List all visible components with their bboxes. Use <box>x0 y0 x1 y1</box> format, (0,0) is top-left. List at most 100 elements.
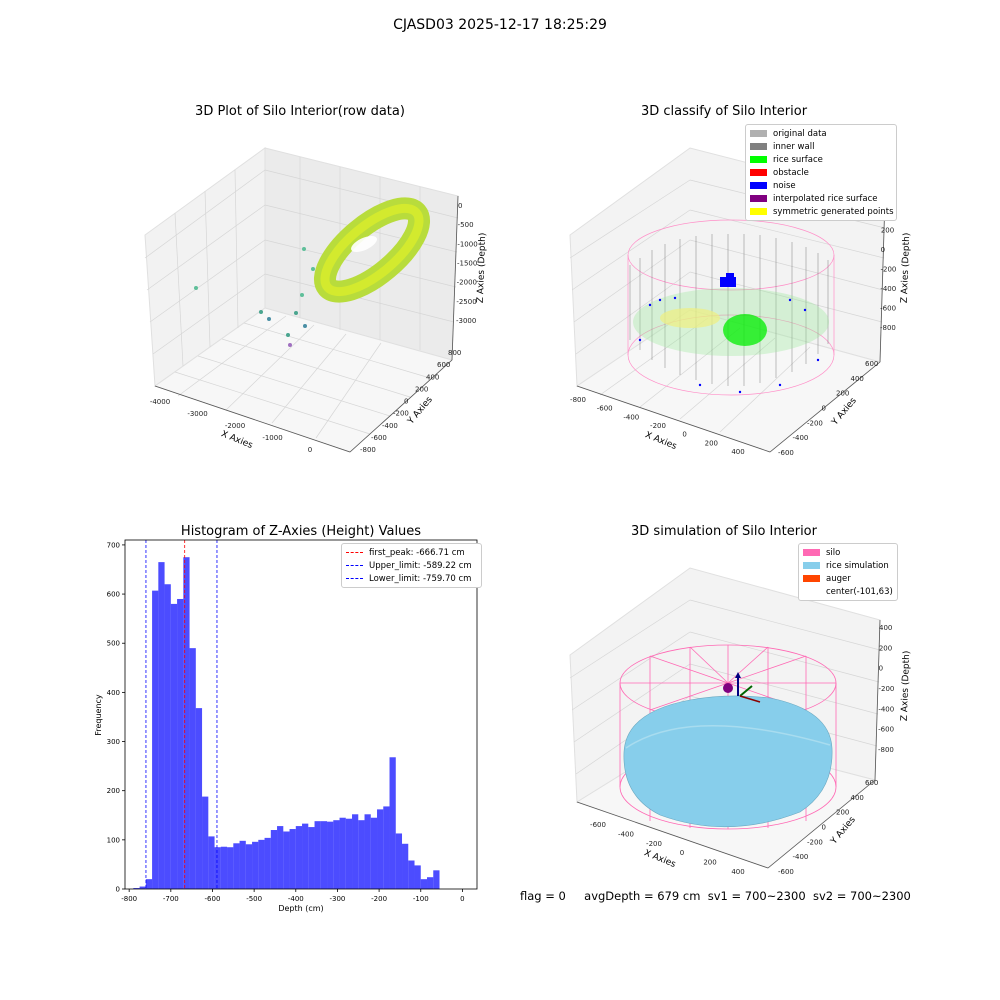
histogram-y-label: Frequency <box>94 694 103 736</box>
x-tick-label: 0 <box>460 895 464 903</box>
panel1-z-ticks: 0 -500 -1000 -1500 -2000 -2500 -3000 <box>456 202 478 325</box>
histogram-bar <box>239 840 246 889</box>
histogram-bar <box>183 557 190 889</box>
panel4-rice-simulation <box>623 695 833 828</box>
z-tick-label: 400 <box>879 624 892 632</box>
histogram-bar <box>295 826 303 889</box>
legend-label: noise <box>773 180 796 191</box>
histogram-bar <box>302 823 309 889</box>
panel1-x-ticks: -4000 -3000 -2000 -1000 0 <box>150 398 312 454</box>
z-tick-label: -200 <box>881 266 897 274</box>
legend-swatch <box>750 195 767 202</box>
z-tick-label: -600 <box>878 726 894 734</box>
histogram-bar <box>177 598 184 889</box>
avg-depth-text: avgDepth = 679 cm <box>584 889 701 903</box>
z-tick-label: -2500 <box>456 298 476 306</box>
legend-swatch <box>803 549 820 556</box>
histogram-bar <box>245 844 253 889</box>
x-tick-label: -800 <box>121 895 137 903</box>
panel4-y-label: Y Axies <box>829 815 858 847</box>
z-tick-label: -400 <box>880 285 896 293</box>
legend-swatch <box>750 208 767 215</box>
histogram-bar <box>158 562 165 889</box>
x-tick-label: -500 <box>246 895 262 903</box>
y-tick-label: -200 <box>393 410 409 418</box>
histogram-bar <box>252 841 259 889</box>
histogram-bar <box>189 648 196 889</box>
y-tick-label: 100 <box>107 836 120 844</box>
panel2-noise-points <box>638 273 820 394</box>
y-tick-label: 400 <box>107 689 120 697</box>
histogram-bar <box>264 837 271 889</box>
histogram-bar <box>139 886 146 889</box>
legend-entry: interpolated rice surface <box>750 192 892 205</box>
x-tick-label: -400 <box>288 895 304 903</box>
x-tick-label: 0 <box>680 849 684 857</box>
histogram-frame <box>124 539 478 890</box>
x-tick-label: -600 <box>597 405 613 413</box>
y-tick-label: -800 <box>360 446 376 454</box>
histogram-bar <box>202 796 209 889</box>
y-tick-label: -400 <box>793 853 809 861</box>
x-tick-label: -200 <box>371 895 387 903</box>
y-tick-label: 600 <box>865 360 878 368</box>
legend-label: Upper_limit: -589.22 cm <box>369 560 472 571</box>
legend-label: obstacle <box>773 167 809 178</box>
histogram-bar <box>352 814 359 889</box>
y-tick-label: -600 <box>778 449 794 457</box>
x-tick-label: -4000 <box>150 398 170 406</box>
figure-title: CJASD03 2025-12-17 18:25:29 <box>393 17 607 33</box>
x-tick-label: -3000 <box>187 410 207 418</box>
panel4-z-ticks: 400 200 0 -200 -400 -600 -800 <box>878 624 894 754</box>
y-tick-label: 600 <box>865 779 878 787</box>
legend-entry: inner wall <box>750 140 892 153</box>
y-tick-label: 0 <box>404 398 408 406</box>
legend-entry: Upper_limit: -589.22 cm <box>346 559 477 572</box>
z-tick-label: -500 <box>458 221 474 229</box>
histogram-bar <box>308 827 315 889</box>
y-tick-label: 400 <box>851 375 864 383</box>
y-tick-label: -400 <box>382 422 398 430</box>
histogram-bar <box>289 829 296 889</box>
histogram-bar <box>427 877 434 889</box>
histogram-bar <box>414 865 421 889</box>
legend-swatch <box>346 565 363 566</box>
histogram-bar <box>195 708 203 889</box>
panel2-symmetric-points <box>660 308 720 328</box>
x-tick-label: -600 <box>205 895 221 903</box>
histogram-bar <box>327 821 334 889</box>
panel4-x-ticks: -600 -400 -200 0 200 400 <box>590 821 745 876</box>
z-tick-label: -1500 <box>457 260 477 268</box>
legend-entry: obstacle <box>750 166 892 179</box>
histogram-bar <box>283 831 290 889</box>
x-tick-label: -700 <box>163 895 179 903</box>
legend-swatch <box>750 130 767 137</box>
histogram-bar <box>258 839 265 889</box>
legend-label: interpolated rice surface <box>773 193 878 204</box>
histogram-bar <box>314 821 321 889</box>
y-tick-label: 400 <box>851 794 864 802</box>
histogram-bar <box>233 843 240 889</box>
x-tick-label: -400 <box>618 830 634 838</box>
z-tick-label: -800 <box>878 746 894 754</box>
z-tick-label: 200 <box>881 227 894 235</box>
panel2-rice-surface <box>723 314 767 346</box>
legend-label: inner wall <box>773 141 815 152</box>
legend-label: rice simulation <box>826 560 889 571</box>
legend-entry: Lower_limit: -759.70 cm <box>346 572 477 585</box>
x-tick-label: -800 <box>570 396 586 404</box>
y-tick-label: 700 <box>107 541 120 549</box>
panel1-title: 3D Plot of Silo Interior(row data) <box>195 104 405 119</box>
histogram-bars <box>133 557 440 889</box>
histogram-bar <box>220 846 228 889</box>
panel2-inner-wall <box>629 234 829 386</box>
flag-text: flag = 0 <box>520 889 566 903</box>
histogram-bar <box>227 847 234 889</box>
panel2-z-label: Z Axies (Depth) <box>900 233 912 304</box>
y-tick-label: 200 <box>107 787 120 795</box>
histogram-bar <box>152 590 159 889</box>
